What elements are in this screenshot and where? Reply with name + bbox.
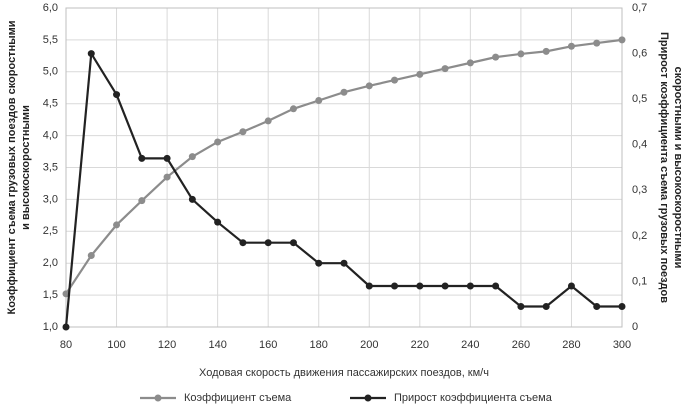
legend-marker — [364, 394, 372, 402]
point — [87, 50, 95, 58]
y-tick-label: 3,5 — [43, 161, 58, 173]
point — [567, 282, 575, 290]
point — [542, 47, 550, 55]
y2-tick-label: 0,5 — [632, 93, 647, 105]
point — [593, 302, 601, 310]
y-tick-label: 4,5 — [43, 98, 58, 110]
x-tick-label: 120 — [158, 339, 176, 351]
y-axis-title: Коэффициент съема грузовых поездов скоро… — [6, 20, 18, 314]
point — [365, 282, 373, 290]
y-tick-label: 5,5 — [43, 34, 58, 46]
point — [289, 105, 297, 113]
point — [340, 259, 348, 267]
y-tick-label: 6,0 — [43, 2, 58, 14]
y2-tick-label: 0,7 — [632, 2, 647, 14]
x-tick-label: 180 — [310, 339, 328, 351]
legend-marker — [154, 394, 162, 402]
y2-axis-title: Прирост коэффициента съема грузовых поез… — [658, 32, 670, 303]
point — [466, 282, 474, 290]
point — [618, 36, 626, 44]
point — [365, 82, 373, 90]
y2-axis-title: скоростными и высокоскоростными — [672, 67, 684, 269]
point — [163, 173, 171, 181]
point — [441, 65, 449, 73]
point — [416, 282, 424, 290]
point — [492, 53, 500, 61]
y-axis-title: и высокоскоростными — [20, 105, 32, 230]
point — [62, 323, 70, 331]
y-tick-label: 2,5 — [43, 225, 58, 237]
x-tick-label: 160 — [259, 339, 277, 351]
point — [214, 138, 222, 146]
y2-tick-label: 0,4 — [632, 139, 647, 151]
point — [239, 239, 247, 247]
point — [214, 218, 222, 226]
point — [542, 302, 550, 310]
point — [618, 302, 626, 310]
y-tick-label: 4,0 — [43, 130, 58, 142]
legend-label: Прирост коэффициента съема — [394, 392, 553, 404]
y-tick-label: 1,5 — [43, 289, 58, 301]
x-tick-label: 80 — [60, 339, 72, 351]
point — [188, 153, 196, 161]
y2-tick-label: 0,2 — [632, 230, 647, 242]
point — [163, 154, 171, 162]
point — [593, 39, 601, 47]
point — [466, 59, 474, 67]
point — [138, 197, 146, 205]
x-tick-label: 220 — [411, 339, 429, 351]
point — [264, 239, 272, 247]
point — [264, 117, 272, 125]
y-tick-label: 1,0 — [43, 321, 58, 333]
x-tick-label: 100 — [107, 339, 125, 351]
point — [517, 302, 525, 310]
x-tick-label: 300 — [613, 339, 631, 351]
point — [391, 76, 399, 84]
point — [340, 88, 348, 96]
point — [416, 70, 424, 78]
point — [289, 239, 297, 247]
x-tick-label: 280 — [562, 339, 580, 351]
point — [315, 259, 323, 267]
y-tick-label: 5,0 — [43, 66, 58, 78]
legend-label: Коэффициент съема — [184, 392, 292, 404]
y2-tick-label: 0,1 — [632, 275, 647, 287]
point — [113, 91, 121, 99]
x-tick-label: 140 — [208, 339, 226, 351]
plot-frame — [65, 7, 623, 328]
y2-tick-label: 0,6 — [632, 47, 647, 59]
y-tick-label: 2,0 — [43, 257, 58, 269]
point — [567, 42, 575, 50]
point — [517, 50, 525, 58]
point — [113, 221, 121, 229]
x-tick-label: 200 — [360, 339, 378, 351]
point — [391, 282, 399, 290]
y-tick-label: 3,0 — [43, 193, 58, 205]
point — [138, 154, 146, 162]
y2-tick-label: 0,3 — [632, 184, 647, 196]
point — [315, 97, 323, 105]
y2-tick-label: 0 — [632, 321, 638, 333]
point — [492, 282, 500, 290]
x-axis-title: Ходовая скорость движения пассажирских п… — [199, 367, 489, 379]
point — [188, 195, 196, 203]
x-tick-label: 240 — [461, 339, 479, 351]
point — [87, 252, 95, 260]
point — [441, 282, 449, 290]
point — [62, 290, 70, 298]
series-line — [65, 38, 623, 295]
point — [239, 128, 247, 136]
x-tick-label: 260 — [512, 339, 530, 351]
